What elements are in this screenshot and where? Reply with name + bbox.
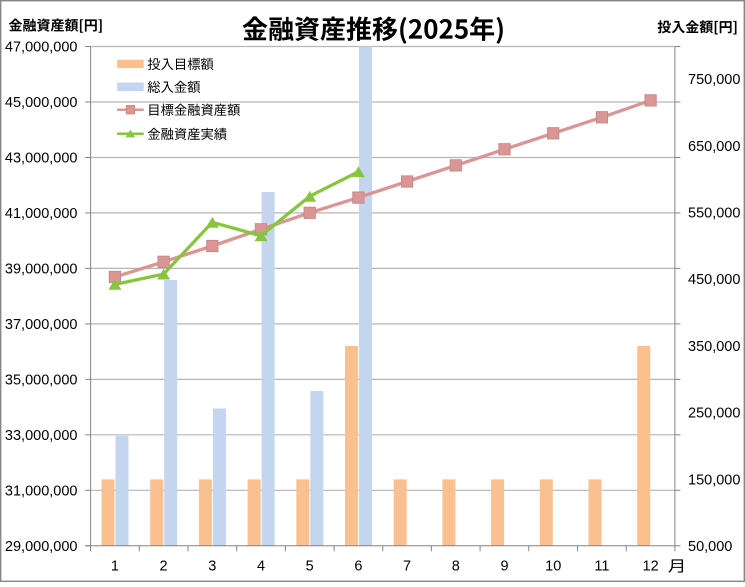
svg-text:39,000,000: 39,000,000 xyxy=(5,262,78,278)
svg-text:9: 9 xyxy=(500,559,508,575)
svg-text:750,000: 750,000 xyxy=(688,72,740,88)
svg-text:2: 2 xyxy=(160,559,168,575)
svg-text:4: 4 xyxy=(257,559,265,575)
svg-text:8: 8 xyxy=(452,559,460,575)
svg-text:41,000,000: 41,000,000 xyxy=(5,206,78,222)
svg-text:31,000,000: 31,000,000 xyxy=(5,484,78,500)
svg-text:10: 10 xyxy=(545,559,561,575)
svg-text:47,000,000: 47,000,000 xyxy=(5,40,78,56)
svg-text:43,000,000: 43,000,000 xyxy=(5,151,78,167)
svg-text:150,000: 150,000 xyxy=(688,472,740,488)
svg-text:29,000,000: 29,000,000 xyxy=(5,539,78,555)
svg-text:5: 5 xyxy=(306,559,314,575)
svg-text:650,000: 650,000 xyxy=(688,139,740,155)
svg-text:550,000: 550,000 xyxy=(688,206,740,222)
svg-text:45,000,000: 45,000,000 xyxy=(5,95,78,111)
svg-text:33,000,000: 33,000,000 xyxy=(5,428,78,444)
svg-text:12: 12 xyxy=(643,559,659,575)
svg-text:50,000: 50,000 xyxy=(688,539,732,555)
svg-text:11: 11 xyxy=(594,559,609,575)
svg-text:7: 7 xyxy=(403,559,411,575)
svg-text:3: 3 xyxy=(208,559,216,575)
svg-text:350,000: 350,000 xyxy=(688,339,740,355)
svg-text:37,000,000: 37,000,000 xyxy=(5,317,78,333)
svg-text:250,000: 250,000 xyxy=(688,406,740,422)
svg-text:1: 1 xyxy=(111,559,119,575)
svg-text:450,000: 450,000 xyxy=(688,272,740,288)
svg-text:35,000,000: 35,000,000 xyxy=(5,373,78,389)
svg-text:6: 6 xyxy=(354,559,362,575)
